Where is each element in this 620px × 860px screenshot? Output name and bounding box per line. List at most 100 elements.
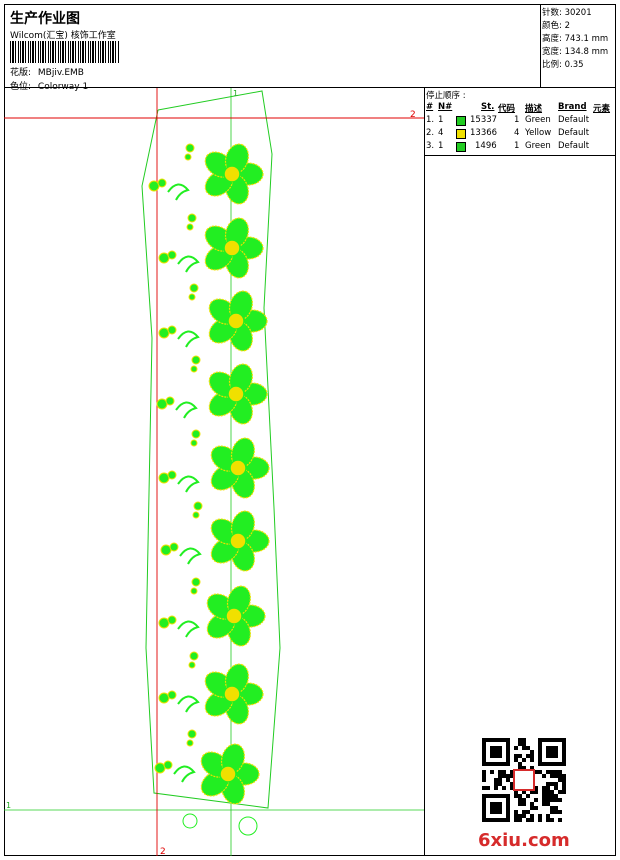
axis-marker-2-bottom: 2 [160,847,166,856]
qr-cell [522,790,526,794]
qr-cell [518,794,522,798]
qr-cell [518,766,522,770]
col-header-description: 描述 [525,104,543,114]
qr-cell [558,774,562,778]
qr-cell [506,794,510,822]
qr-cell [498,778,502,782]
vine-leaf [187,729,197,739]
qr-cell [498,770,502,774]
row-num: 3. [426,141,435,151]
qr-cell [542,794,546,798]
row-stitches: 1496 [475,141,497,151]
qr-cell [522,746,526,750]
qr-cell [522,814,526,818]
qr-cell [506,774,510,778]
qr-cell [534,806,538,810]
col-header-stitches: St. [481,102,495,112]
vine-leaf [188,293,196,301]
qr-cell [518,754,522,758]
barcode [10,41,120,63]
qr-cell [518,738,522,742]
vine-leaf [186,223,194,231]
qr-cell [494,782,498,786]
software-subtitle: Wilcom(汇宝) 核饰工作室 [10,31,116,41]
curl-stem [177,330,200,348]
color-swatch-green [456,142,466,152]
qr-cell [526,746,530,750]
qr-cell [502,774,506,778]
vine-leaf [190,439,198,447]
qr-cell [502,770,506,774]
leaf-sprig [158,472,170,484]
header-panel: 生产作业图 Wilcom(汇宝) 核饰工作室 花版: MBjiv.EMB 色位:… [4,4,541,92]
qr-cell [562,786,566,790]
outline-flower [182,813,198,829]
page-title: 生产作业图 [10,11,80,27]
qr-cell [546,794,550,798]
qr-cell [482,818,510,822]
qr-cell [554,806,558,810]
color-count-value: 2 [564,21,570,31]
col-header-num: # [426,102,434,112]
color-swatch-yellow [456,129,466,139]
qr-cell [538,738,542,766]
qr-cell [554,798,558,802]
row-needle: 4 [438,128,444,138]
qr-cell [518,798,522,802]
leaf-sprig [158,692,170,704]
qr-cell [558,810,562,814]
qr-cell [554,770,558,774]
leaf-sprig [165,396,175,406]
vine-leaf [191,355,201,365]
col-header-code: 代码 [498,104,516,114]
flower-center [229,532,247,550]
row-description: Yellow [525,128,552,138]
qr-cell [518,818,522,822]
curl-stem [177,695,200,713]
qr-cell [550,774,554,778]
curl-stem [177,255,200,273]
leaf-sprig [167,250,177,260]
qr-code [482,738,566,822]
curl-stem [173,765,196,783]
qr-cell [514,746,518,750]
color-swatch-green [456,116,466,126]
qr-cell [510,770,514,774]
qr-cell [514,810,518,814]
embroidery-canvas: 1 2 1 2 [4,88,424,856]
leaf-sprig [158,327,170,339]
qr-cell [530,814,534,818]
curl-stem [177,620,200,638]
scale-value: 0.35 [564,60,584,70]
qr-cell [546,790,550,794]
design-outline [141,90,281,809]
vine-leaf [192,511,200,519]
qr-cell [554,782,558,786]
qr-cell [550,818,554,822]
qr-cell [482,774,486,778]
scale-row: 比例: 0.35 [542,58,584,70]
row-description: Green [525,115,551,125]
height-label: 高度: [542,34,562,44]
qr-cell [562,782,566,786]
qr-cell [554,774,558,778]
stop-sequence-panel: 停止顺序 : # N# St. 代码 描述 Brand 元素 1. 1 1533… [424,88,616,156]
design-label: 花版: [10,68,32,78]
leaf-sprig [163,760,173,770]
col-header-brand: Brand [558,102,587,112]
colorway-row: 色位: Colorway 1 [10,79,88,92]
curl-stem [179,547,202,565]
leaf-sprig [169,542,179,552]
qr-cell [526,754,530,758]
qr-cell [542,786,546,790]
design-name-row: 花版: MBjiv.EMB [10,65,84,78]
qr-cell [554,786,558,790]
qr-cell [482,770,486,774]
flower-center [227,312,245,330]
qr-cell [482,778,486,782]
row-num: 1. [426,115,435,125]
scale-label: 比例: [542,60,562,70]
leaf-sprig [157,178,167,188]
curl-stem [175,401,198,419]
qr-cell [562,738,566,766]
